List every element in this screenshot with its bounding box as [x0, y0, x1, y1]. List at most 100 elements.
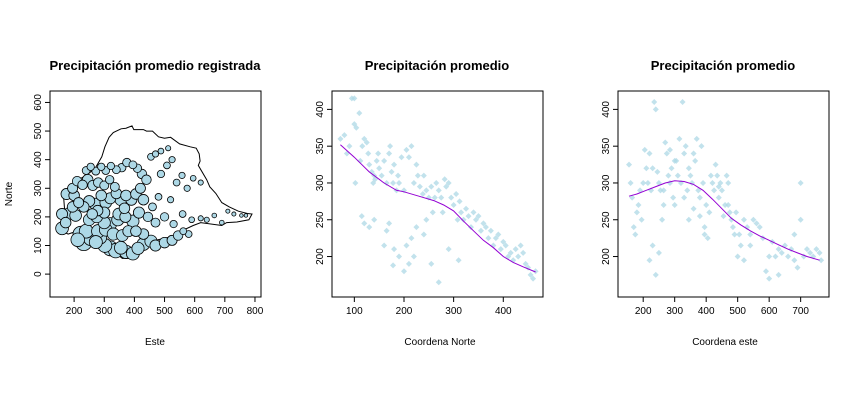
- data-point: [400, 268, 407, 275]
- data-point: [376, 165, 383, 172]
- data-point: [371, 216, 378, 223]
- y-tick-label: 500: [33, 122, 44, 139]
- data-point: [433, 179, 440, 186]
- x-tick-label: 400: [495, 306, 512, 317]
- data-point: [189, 174, 197, 182]
- data-point: [458, 209, 465, 216]
- data-point: [726, 209, 733, 216]
- data-point: [684, 187, 691, 194]
- data-point: [714, 172, 721, 179]
- data-point: [416, 183, 423, 190]
- data-point: [453, 191, 460, 197]
- data-point: [148, 202, 157, 212]
- data-point: [243, 213, 249, 218]
- data-point: [366, 224, 373, 231]
- data-point: [106, 161, 115, 171]
- axis-ticks: 200 300 400 500 600 700 200 250 300 350 400: [601, 101, 809, 317]
- data-point: [472, 216, 479, 223]
- data-point: [485, 235, 492, 242]
- data-point: [131, 241, 145, 255]
- data-point: [666, 146, 673, 153]
- data-point: [791, 231, 798, 238]
- y-tick-label: 200: [33, 208, 44, 225]
- data-point: [86, 162, 95, 171]
- data-point: [390, 262, 397, 269]
- data-point: [109, 181, 120, 192]
- data-point: [807, 249, 814, 256]
- data-point: [398, 154, 405, 161]
- data-point: [649, 165, 656, 172]
- data-point: [701, 224, 708, 231]
- data-point: [211, 212, 218, 219]
- data-point: [729, 224, 736, 231]
- data-point: [633, 209, 640, 216]
- data-point: [410, 253, 417, 260]
- data-point: [651, 99, 658, 106]
- data-point: [627, 179, 634, 186]
- data-point: [445, 246, 452, 253]
- data-point: [480, 220, 487, 227]
- data-point: [441, 176, 448, 183]
- data-point: [353, 124, 360, 131]
- data-point: [70, 232, 85, 247]
- data-point: [105, 175, 115, 185]
- data-point: [706, 209, 713, 216]
- data-point: [141, 174, 152, 185]
- data-point: [465, 213, 472, 220]
- data-point: [420, 231, 427, 238]
- data-point: [341, 132, 348, 139]
- data-point: [337, 135, 344, 142]
- data-point: [97, 162, 106, 171]
- data-point: [357, 157, 364, 164]
- chart-title: Precipitación promedio registrada: [50, 58, 262, 73]
- data-point: [728, 216, 735, 223]
- data-point: [753, 220, 760, 227]
- data-point: [690, 205, 697, 212]
- data-point: [665, 172, 672, 179]
- data-point: [641, 146, 648, 153]
- y-tick-label: 0: [33, 271, 44, 277]
- data-point: [231, 211, 237, 217]
- data-point: [685, 165, 692, 172]
- data-point: [468, 224, 475, 231]
- data-point: [343, 150, 350, 157]
- data-point: [150, 217, 161, 228]
- data-point: [756, 224, 763, 231]
- x-tick-label: 200: [396, 306, 413, 317]
- data-point: [626, 161, 633, 168]
- data-point: [766, 275, 773, 282]
- data-point: [431, 194, 438, 201]
- data-point: [737, 242, 744, 249]
- data-point: [638, 216, 645, 223]
- data-point: [361, 135, 368, 142]
- data-points: [337, 95, 539, 286]
- data-point: [239, 213, 244, 218]
- data-point: [197, 215, 204, 222]
- data-point: [179, 227, 188, 236]
- data-point: [644, 179, 651, 186]
- data-point: [662, 139, 669, 146]
- data-point: [794, 264, 801, 271]
- data-point: [470, 209, 477, 216]
- data-point: [500, 238, 507, 245]
- data-point: [679, 99, 686, 106]
- data-point: [460, 216, 467, 223]
- data-point: [517, 242, 524, 249]
- data-point: [750, 216, 757, 223]
- x-tick-label: 300: [445, 306, 462, 317]
- data-point: [692, 157, 699, 164]
- data-point: [435, 187, 442, 194]
- data-point: [522, 260, 529, 267]
- data-point: [512, 246, 519, 253]
- x-tick-label: 200: [635, 306, 652, 317]
- data-point: [720, 213, 727, 220]
- axis-ticks: 100 200 300 400 200 250 300 350 400: [315, 101, 512, 317]
- x-tick-label: 300: [96, 306, 113, 317]
- data-point: [507, 249, 514, 256]
- data-point: [178, 210, 187, 218]
- data-point: [696, 194, 703, 201]
- data-points: [55, 145, 249, 261]
- data-point: [134, 182, 146, 194]
- data-point: [659, 216, 666, 223]
- data-point: [681, 150, 688, 157]
